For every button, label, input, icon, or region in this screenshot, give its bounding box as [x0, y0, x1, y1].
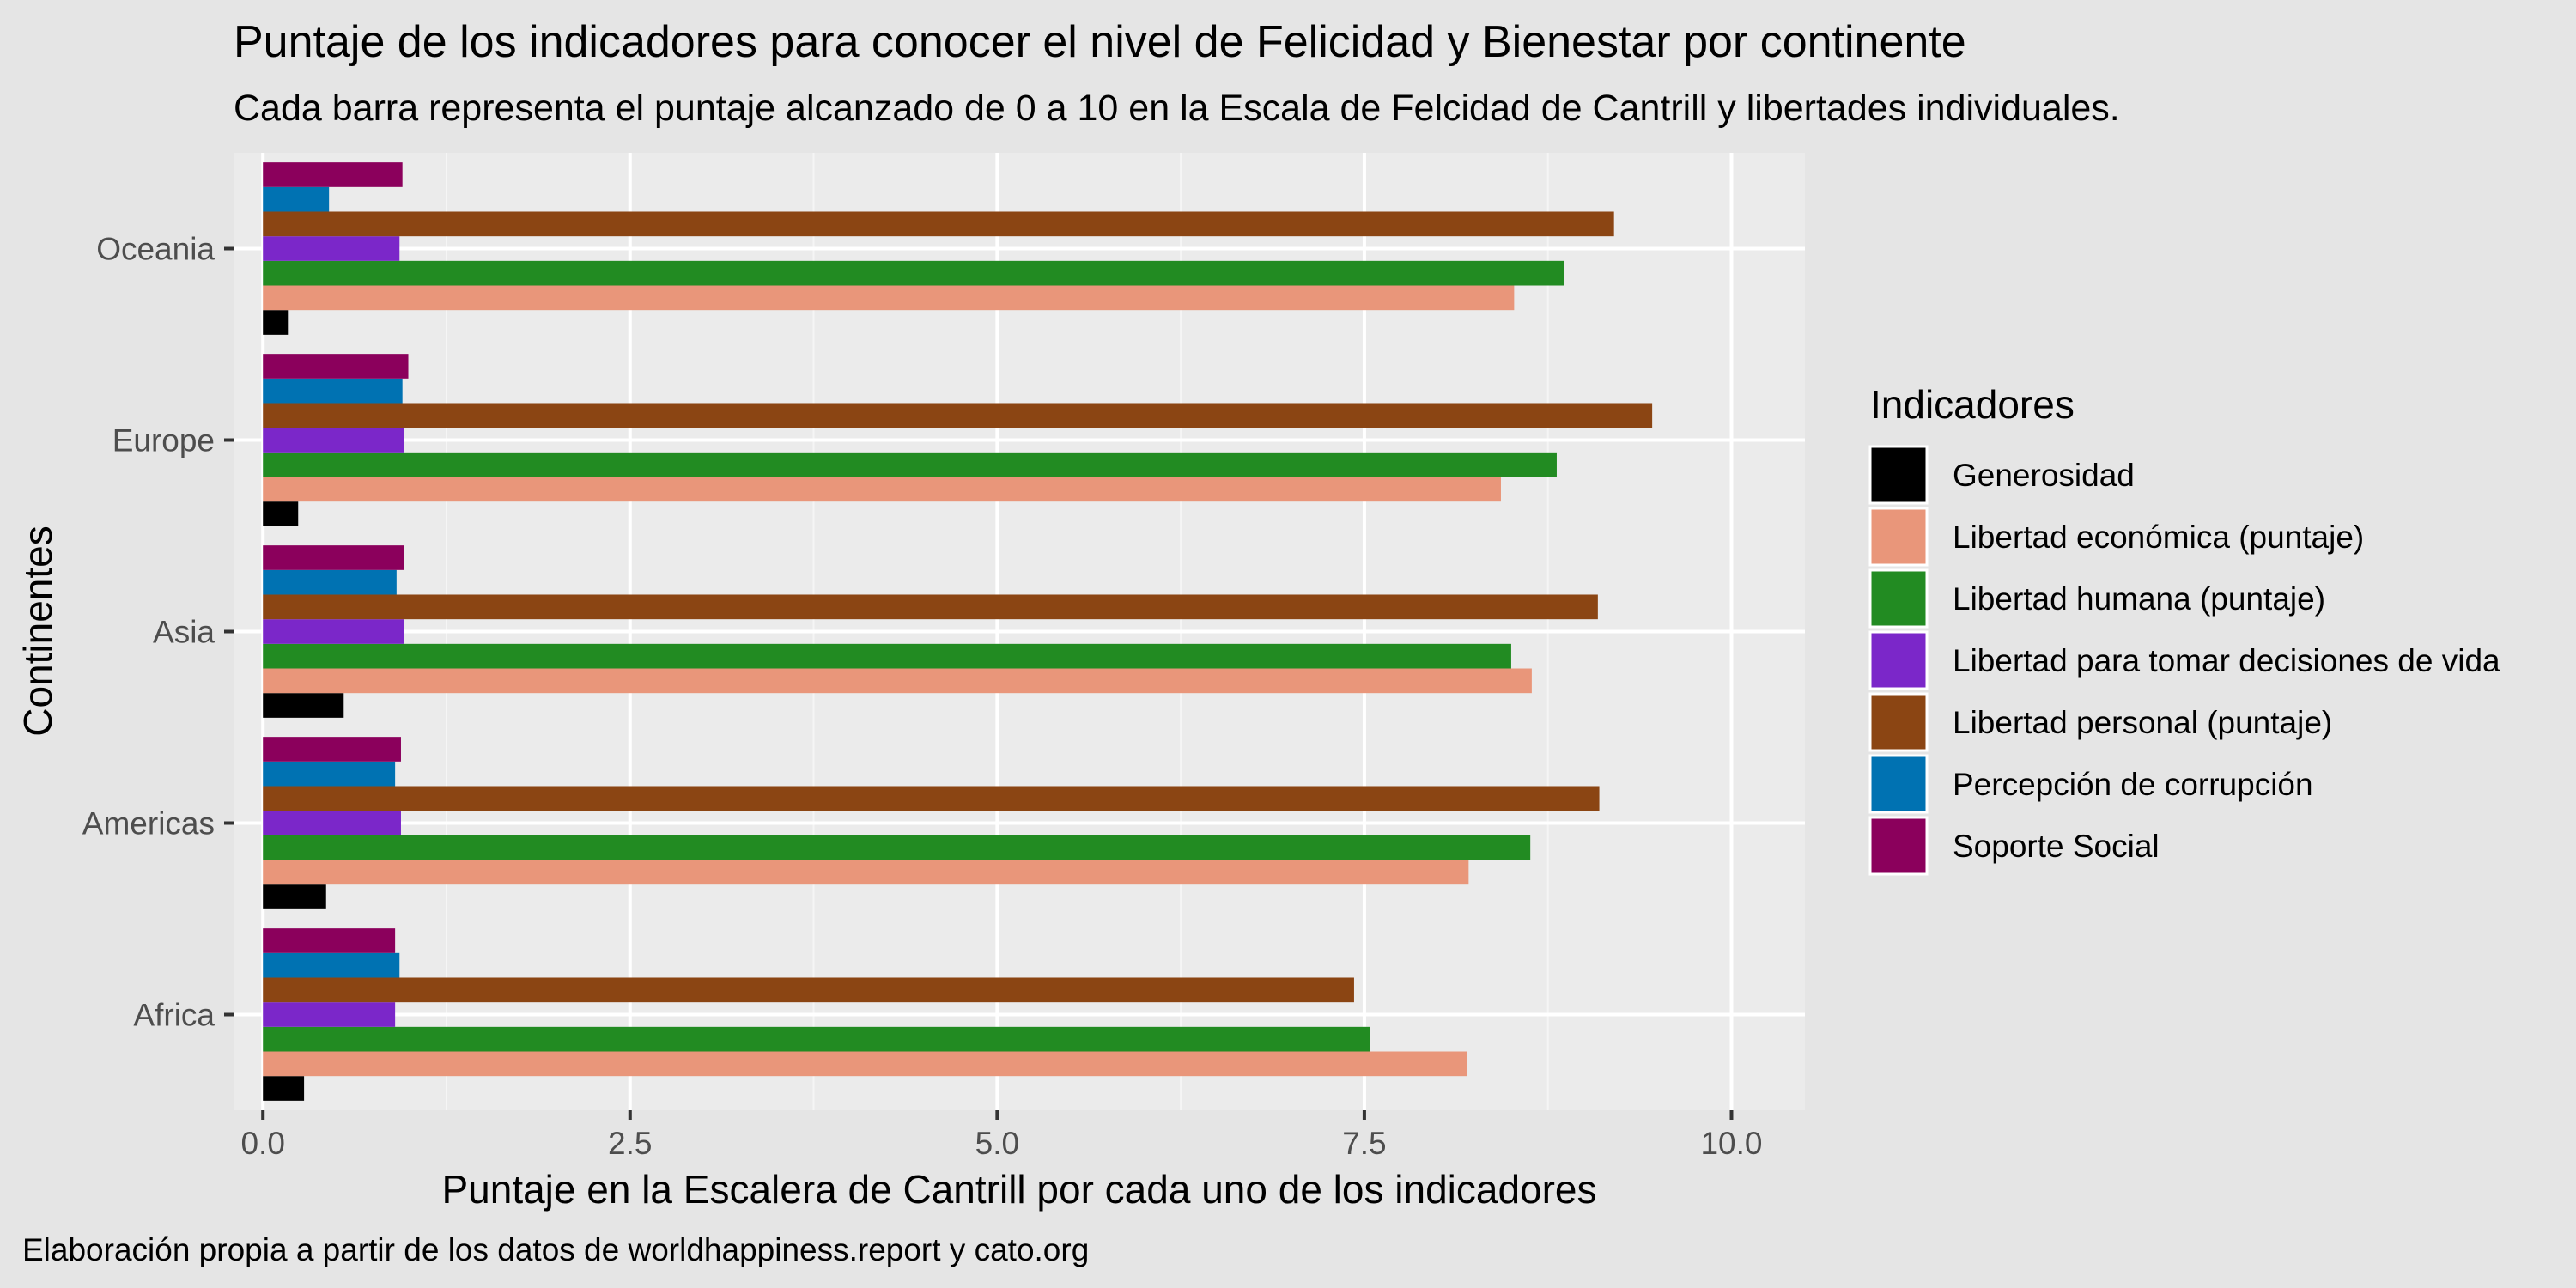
y-axis-title: Continentes: [15, 526, 60, 737]
legend-label: Libertad humana (puntaje): [1953, 581, 2325, 617]
legend-key: [1868, 630, 1929, 690]
x-tick-label: 5.0: [975, 1126, 1019, 1161]
legend-label: Percepción de corrupción: [1953, 767, 2313, 802]
bar: [263, 977, 1354, 1003]
bar: [263, 378, 403, 404]
bar: [263, 1076, 305, 1101]
bars: [263, 162, 1653, 1101]
x-tick-label: 0.0: [240, 1126, 284, 1161]
bar: [263, 737, 401, 762]
legend-key: [1868, 692, 1929, 752]
y-tick-label: Americas: [82, 806, 215, 841]
legend-key: [1868, 445, 1929, 505]
y-axis: Africa Americas Asia Europe Oceania: [82, 232, 234, 1033]
bar: [263, 761, 396, 787]
bar: [263, 811, 401, 835]
bar: [263, 928, 396, 953]
bar: [263, 643, 1511, 669]
bar: [263, 668, 1532, 694]
legend-key: [1868, 816, 1929, 876]
bar: [263, 884, 326, 909]
bar: [263, 186, 330, 212]
bar: [263, 236, 400, 261]
bar: [263, 693, 344, 718]
bar: [263, 1026, 1370, 1052]
bar: [263, 786, 1600, 811]
bar: [263, 428, 404, 453]
y-tick-label: Asia: [153, 615, 215, 650]
legend-label: Soporte Social: [1953, 829, 2160, 864]
bar: [263, 452, 1557, 477]
bar: [263, 403, 1653, 428]
grid-lines: [234, 153, 1805, 1110]
bar: [263, 310, 289, 335]
chart-title: Puntaje de los indicadores para conocer …: [234, 17, 1966, 67]
legend-title: Indicadores: [1870, 382, 2075, 427]
bar: [263, 477, 1501, 502]
bar: [263, 285, 1515, 311]
bar: [263, 211, 1614, 237]
legend-key: [1868, 568, 1929, 629]
bar: [263, 569, 397, 595]
legend-label: Libertad personal (puntaje): [1953, 705, 2332, 740]
chart-subtitle: Cada barra representa el puntaje alcanza…: [234, 88, 2120, 129]
y-tick-label: Africa: [133, 998, 215, 1033]
bar: [263, 162, 403, 187]
bar: [263, 354, 409, 379]
x-tick-label: 7.5: [1342, 1126, 1386, 1161]
bar: [263, 952, 400, 978]
x-tick-label: 10.0: [1700, 1126, 1762, 1161]
bar: [263, 619, 404, 644]
caption: Elaboración propia a partir de los datos…: [22, 1232, 1089, 1267]
legend-label: Generosidad: [1953, 458, 2135, 493]
legend-label: Libertad para tomar decisiones de vida: [1953, 643, 2500, 678]
bar: [263, 860, 1469, 885]
bar: [263, 1002, 396, 1027]
x-axis: 0.0 2.5 5.0 7.5 10.0: [240, 1110, 1762, 1161]
y-tick-label: Oceania: [96, 232, 215, 267]
x-axis-title: Puntaje en la Escalera de Cantrill por c…: [441, 1167, 1596, 1212]
bar: [263, 260, 1564, 286]
bar: [263, 1051, 1467, 1077]
bar: [263, 545, 404, 570]
x-tick-label: 2.5: [608, 1126, 652, 1161]
y-tick-label: Europe: [112, 423, 215, 459]
bar: [263, 835, 1531, 860]
legend-key: [1868, 754, 1929, 814]
bar: [263, 594, 1598, 620]
bar: [263, 501, 299, 526]
legend: Generosidad Libertad económica (puntaje) L…: [1868, 445, 2500, 876]
legend-key: [1868, 507, 1929, 567]
legend-label: Libertad económica (puntaje): [1953, 519, 2364, 555]
